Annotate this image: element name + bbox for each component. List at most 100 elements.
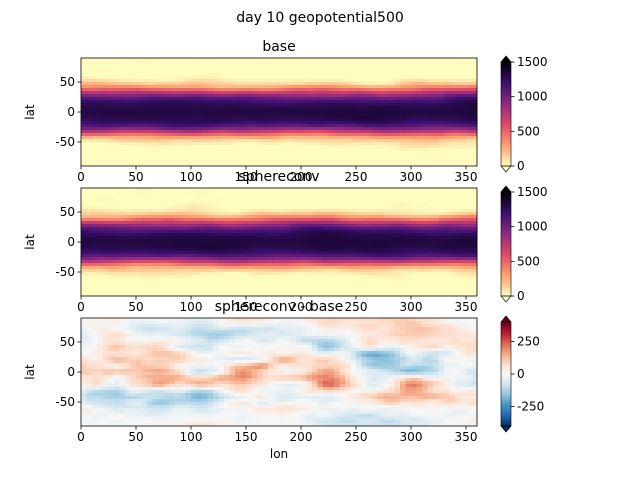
heatmap-cell — [202, 124, 208, 127]
heatmap-cell — [136, 275, 142, 278]
heatmap-cell — [268, 200, 274, 203]
heatmap-cell — [329, 260, 335, 263]
heatmap-cell — [186, 272, 192, 275]
heatmap-cell — [312, 157, 318, 160]
heatmap-cell — [362, 248, 368, 251]
heatmap-cell — [246, 118, 252, 121]
heatmap-cell — [180, 139, 186, 142]
heatmap-cell — [147, 91, 153, 94]
heatmap-cell — [224, 157, 230, 160]
heatmap-cell — [109, 251, 115, 254]
heatmap-cell — [461, 263, 467, 266]
heatmap-cell — [103, 194, 109, 197]
heatmap-cell — [136, 94, 142, 97]
heatmap-cell — [301, 142, 307, 145]
heatmap-cell — [373, 218, 379, 221]
heatmap-cell — [356, 215, 362, 218]
heatmap-cell — [257, 145, 263, 148]
heatmap-cell — [274, 145, 280, 148]
heatmap-cell — [191, 133, 197, 136]
heatmap-cell — [411, 278, 417, 281]
heatmap-cell — [191, 97, 197, 100]
heatmap-cell — [109, 61, 115, 64]
heatmap-cell — [81, 97, 87, 100]
heatmap-cell — [378, 127, 384, 130]
heatmap-cell — [395, 124, 401, 127]
heatmap-cell — [114, 121, 120, 124]
heatmap-cell — [422, 248, 428, 251]
heatmap-cell — [356, 109, 362, 112]
heatmap-cell — [136, 106, 142, 109]
heatmap-cell — [268, 109, 274, 112]
heatmap-cell — [461, 118, 467, 121]
heatmap-cell — [406, 254, 412, 257]
heatmap-cell — [114, 118, 120, 121]
heatmap-cell — [378, 269, 384, 272]
heatmap-cell — [411, 206, 417, 209]
heatmap-cell — [389, 106, 395, 109]
heatmap-cell — [274, 91, 280, 94]
heatmap-cell — [455, 139, 461, 142]
heatmap-cell — [230, 242, 236, 245]
heatmap-cell — [103, 266, 109, 269]
heatmap-cell — [422, 191, 428, 194]
heatmap-cell — [208, 191, 214, 194]
heatmap-cell — [356, 251, 362, 254]
heatmap-cell — [208, 160, 214, 163]
heatmap-cell — [367, 224, 373, 227]
heatmap-cell — [378, 224, 384, 227]
heatmap-cell — [444, 142, 450, 145]
heatmap-cell — [362, 221, 368, 224]
heatmap-cell — [422, 245, 428, 248]
heatmap-cell — [406, 82, 412, 85]
heatmap-cell — [158, 157, 164, 160]
heatmap-cell — [208, 154, 214, 157]
heatmap-cell — [197, 133, 203, 136]
heatmap-cell — [186, 218, 192, 221]
heatmap-cell — [444, 115, 450, 118]
heatmap-cell — [131, 151, 137, 154]
heatmap-cell — [103, 121, 109, 124]
heatmap-cell — [351, 94, 357, 97]
heatmap-cell — [439, 248, 445, 251]
heatmap-cell — [450, 215, 456, 218]
heatmap-cell — [334, 97, 340, 100]
heatmap-cell — [433, 281, 439, 284]
heatmap-cell — [103, 64, 109, 67]
heatmap-cell — [450, 127, 456, 130]
heatmap-cell — [279, 154, 285, 157]
heatmap-cell — [230, 236, 236, 239]
heatmap-cell — [318, 263, 324, 266]
heatmap-cell — [246, 88, 252, 91]
heatmap-cell — [378, 112, 384, 115]
heatmap-cell — [433, 239, 439, 242]
heatmap-cell — [450, 109, 456, 112]
heatmap-cell — [345, 160, 351, 163]
heatmap-cell — [400, 242, 406, 245]
heatmap-cell — [367, 245, 373, 248]
heatmap-cell — [158, 191, 164, 194]
heatmap-cell — [263, 233, 269, 236]
heatmap-cell — [125, 203, 131, 206]
heatmap-cell — [307, 85, 313, 88]
heatmap-cell — [103, 257, 109, 260]
heatmap-cell — [252, 139, 258, 142]
heatmap-cell — [136, 118, 142, 121]
heatmap-cell — [400, 97, 406, 100]
heatmap-cell — [356, 281, 362, 284]
heatmap-cell — [329, 160, 335, 163]
heatmap-cell — [103, 76, 109, 79]
heatmap-cell — [279, 215, 285, 218]
heatmap-cell — [296, 64, 302, 67]
heatmap-cell — [257, 257, 263, 260]
heatmap-cell — [213, 130, 219, 133]
heatmap-cell — [120, 91, 126, 94]
heatmap-cell — [400, 272, 406, 275]
heatmap-cell — [164, 100, 170, 103]
heatmap-cell — [109, 206, 115, 209]
heatmap-cell — [356, 100, 362, 103]
heatmap-cell — [136, 88, 142, 91]
heatmap-cell — [472, 281, 478, 284]
heatmap-cell — [356, 118, 362, 121]
heatmap-cell — [373, 142, 379, 145]
